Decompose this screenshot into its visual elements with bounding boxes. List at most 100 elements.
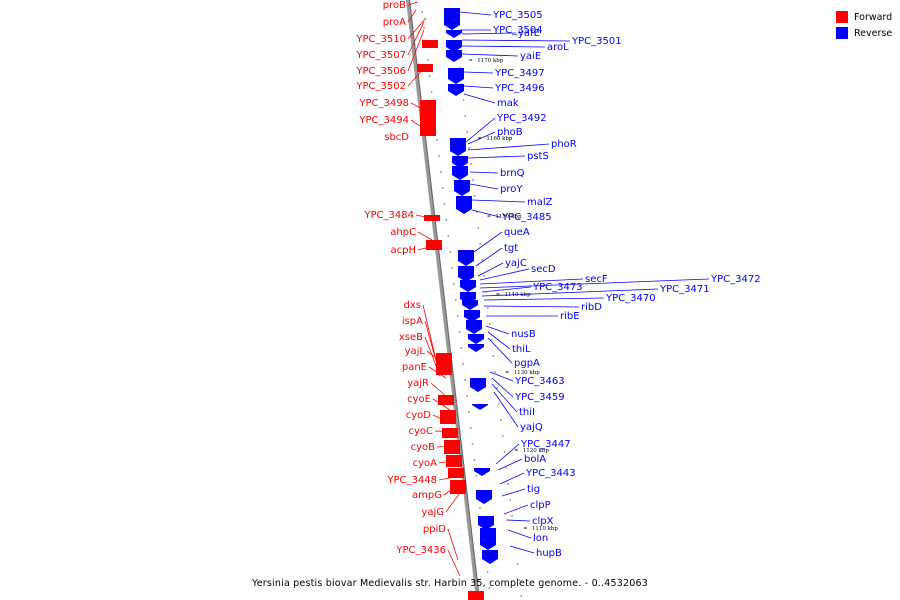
- leader-line-ypc-3507: [407, 21, 425, 56]
- leader-line-secf: [479, 278, 584, 285]
- scale-tick-label: 1170 kbp: [477, 58, 504, 64]
- forward-gene-ypc-3510: [422, 40, 438, 48]
- reverse-gene-clpp: [478, 516, 494, 525]
- leader-line-tgt: [475, 247, 503, 267]
- leader-line-hupb: [509, 545, 535, 554]
- gene-label-nusb: nusB: [511, 329, 536, 340]
- reverse-gene-ypc-3473: [462, 300, 478, 305]
- leader-line-psts: [467, 155, 526, 159]
- scale-tick-label: 1110 kbp: [532, 526, 559, 532]
- reverse-gene-ribe: [466, 320, 482, 329]
- leader-line-brnq: [469, 171, 499, 174]
- reverse-gene-yaie: [446, 50, 462, 57]
- leader-line-malz: [471, 199, 526, 203]
- gene-label-ppid: ppiD: [423, 524, 446, 535]
- gene-label-tgt: tgt: [504, 243, 518, 254]
- reverse-arrowhead-psts: [452, 175, 468, 180]
- reverse-gene-ypc-3492: [450, 138, 466, 151]
- leader-line-pane: [428, 366, 447, 379]
- gene-label-ypc-3485: YPC_3485: [501, 212, 552, 223]
- reverse-gene-ypc-3505: [444, 8, 460, 25]
- forward-gene-yajr: [438, 395, 454, 405]
- gene-label-ypc-3497: YPC_3497: [494, 68, 545, 79]
- gene-label-ypc-3496: YPC_3496: [494, 83, 545, 94]
- strand-legend: Forward Reverse: [836, 9, 892, 41]
- leader-line-ispa: [424, 320, 439, 369]
- leader-line-ypc-3459: [491, 377, 514, 398]
- leader-line-ypc-3510: [407, 17, 427, 40]
- gene-label-phob: phoB: [497, 127, 523, 138]
- gene-label-ypc-3504: YPC_3504: [492, 25, 543, 36]
- gene-label-thil: thiL: [512, 344, 531, 355]
- gene-label-ypc-3484: YPC_3484: [363, 210, 414, 221]
- leader-line-ypc-3463: [489, 371, 514, 382]
- gene-label-ypc-3506: YPC_3506: [355, 66, 406, 77]
- leader-line-ypc-3492: [465, 117, 496, 143]
- reverse-gene-pgpa: [468, 344, 484, 347]
- gene-label-acph: acpH: [391, 245, 417, 256]
- reverse-gene-ypc-3463: [470, 378, 486, 387]
- gene-label-ahpc: ahpC: [390, 227, 416, 238]
- leader-line-yaie: [461, 53, 519, 57]
- legend-item-reverse: Reverse: [836, 25, 892, 41]
- forward-gene-ypc-3448: [448, 468, 464, 478]
- leader-line-phor: [467, 143, 550, 151]
- reverse-gene-ypc-3497: [448, 68, 464, 79]
- leader-line-ypc-3496: [463, 85, 494, 89]
- gene-label-mak: mak: [497, 98, 519, 109]
- gene-label-pane: panE: [402, 362, 427, 373]
- gene-label-cyoe: cyoE: [407, 394, 431, 405]
- gene-label-arol: aroL: [547, 42, 569, 53]
- reverse-arrowhead-ribe: [466, 329, 482, 334]
- forward-gene-cyoc: [442, 428, 458, 438]
- reverse-arrowhead-pgpa: [468, 347, 484, 352]
- gene-label-ampg: ampG: [412, 490, 442, 501]
- gene-label-hupb: hupB: [536, 548, 562, 559]
- gene-label-secf: secF: [585, 274, 608, 285]
- reverse-gene-brnq: [454, 180, 470, 191]
- reverse-arrowhead-phor: [452, 163, 468, 168]
- reverse-gene-phor: [452, 156, 468, 163]
- gene-label-ypc-3507: YPC_3507: [355, 50, 406, 61]
- leader-line-ypc-3494: [410, 119, 427, 131]
- leader-line-proa: [407, 9, 417, 23]
- forward-gene-cyob: [444, 440, 460, 454]
- gene-label-proa: proA: [383, 17, 406, 28]
- reverse-gene-malz: [456, 196, 472, 209]
- reverse-arrowhead-malz: [456, 209, 472, 214]
- reverse-arrowhead-lon: [480, 545, 496, 550]
- leader-line-secd: [479, 268, 530, 281]
- leader-line-quea: [473, 231, 503, 253]
- leader-line-thii: [491, 383, 518, 413]
- gene-label-yajg: yajG: [421, 507, 444, 518]
- leader-line-yajg: [445, 489, 463, 513]
- reverse-gene-ypc-3447: [474, 468, 490, 471]
- reverse-gene-lon: [480, 528, 496, 545]
- leader-line-bola: [497, 458, 523, 471]
- gene-label-ypc-3471: YPC_3471: [659, 284, 710, 295]
- leader-line-ypc-3485: [471, 209, 501, 218]
- gene-label-yajc: yajC: [505, 258, 527, 269]
- gene-label-yajq: yajQ: [520, 422, 543, 433]
- reverse-arrowhead-ypc-3492: [450, 151, 466, 156]
- gene-label-lon: lon: [533, 533, 548, 544]
- gene-label-cyoa: cyoA: [413, 458, 438, 469]
- leader-line-nusb: [485, 325, 510, 335]
- legend-label-reverse: Reverse: [854, 27, 893, 39]
- legend-item-forward: Forward: [836, 9, 892, 25]
- leader-line-acph: [417, 245, 435, 251]
- leader-line-clpp: [503, 504, 529, 515]
- gene-label-ribe: ribE: [560, 311, 580, 322]
- forward-swatch: [836, 11, 848, 23]
- gene-label-secd: secD: [531, 264, 556, 275]
- reverse-arrowhead-ypc-3496: [448, 91, 464, 96]
- legend-label-forward: Forward: [854, 11, 893, 23]
- forward-gene-ypc-3498: [420, 100, 436, 136]
- reverse-arrowhead-nusb: [468, 339, 484, 344]
- reverse-arrowhead-clpp: [478, 525, 494, 530]
- forward-feature-bottom: [468, 591, 484, 600]
- leader-line-arol: [461, 45, 546, 48]
- gene-label-prob: proB: [383, 0, 406, 11]
- leader-line-ypc-3447: [495, 443, 520, 465]
